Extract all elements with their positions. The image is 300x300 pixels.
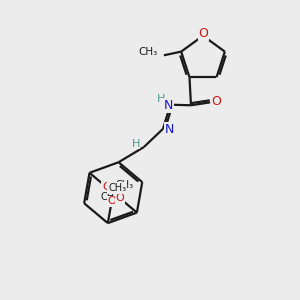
Text: O: O: [102, 182, 111, 192]
Text: N: N: [164, 99, 174, 112]
Text: O: O: [116, 194, 124, 203]
Text: O: O: [212, 95, 221, 108]
Text: O: O: [107, 196, 116, 206]
Text: CH₃: CH₃: [115, 180, 133, 190]
Text: N: N: [165, 123, 174, 136]
Text: H: H: [131, 139, 140, 148]
Text: CH₃: CH₃: [100, 192, 118, 203]
Text: H: H: [157, 94, 165, 104]
Text: CH₃: CH₃: [108, 183, 126, 193]
Text: CH₃: CH₃: [138, 47, 158, 57]
Text: O: O: [199, 27, 208, 40]
